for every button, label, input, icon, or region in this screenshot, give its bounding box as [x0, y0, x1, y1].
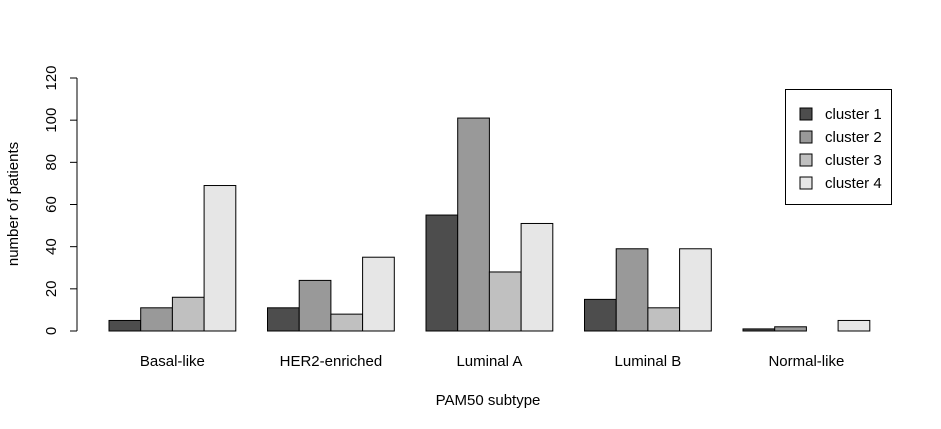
bar: [774, 326, 807, 332]
x-tick-label: Normal-like: [768, 353, 844, 370]
x-tick-label: Luminal B: [615, 353, 682, 370]
y-tick-label: 100: [43, 108, 60, 133]
bar: [520, 222, 554, 332]
legend: cluster 1 cluster 2 cluster 3 cluster 4: [785, 89, 892, 205]
y-axis: 0 20 40 60 80 100 120: [43, 65, 78, 335]
bar: [615, 248, 649, 332]
legend-label: cluster 4: [825, 175, 882, 192]
bar: [742, 328, 776, 332]
x-tick-label: Basal-like: [140, 353, 205, 370]
bar: [457, 117, 490, 332]
legend-swatch: [799, 107, 813, 121]
y-tick-label: 40: [43, 238, 60, 255]
bar: [298, 279, 332, 332]
y-tick-label: 0: [43, 327, 60, 335]
legend-label: cluster 1: [825, 106, 882, 123]
bar: [108, 319, 142, 332]
bar: [362, 256, 395, 332]
legend-label: cluster 2: [825, 129, 882, 146]
bars: [108, 117, 871, 332]
x-tick-label: HER2-enriched: [280, 353, 383, 370]
legend-swatch: [799, 153, 813, 167]
bar: [679, 248, 712, 332]
bar: [647, 307, 681, 332]
legend-swatch: [799, 176, 813, 190]
bar: [330, 313, 364, 332]
x-axis-labels: Basal-like HER2-enriched Luminal A Luminal …: [140, 353, 844, 370]
x-tick-label: Luminal A: [456, 353, 522, 370]
bar: [267, 307, 300, 332]
legend-swatch: [799, 130, 813, 144]
y-tick-label: 60: [43, 196, 60, 213]
bar: [584, 298, 617, 332]
y-tick-label: 80: [43, 154, 60, 171]
bar: [171, 296, 205, 332]
legend-label: cluster 3: [825, 152, 882, 169]
bar: [488, 271, 522, 332]
bar: [140, 307, 173, 332]
y-axis-title: number of patients: [5, 142, 22, 266]
x-axis-title: PAM50 subtype: [436, 392, 541, 409]
bar: [425, 214, 459, 332]
y-tick-label: 120: [43, 65, 60, 90]
bar: [203, 185, 237, 332]
y-tick-label: 20: [43, 280, 60, 297]
bar: [837, 319, 871, 332]
